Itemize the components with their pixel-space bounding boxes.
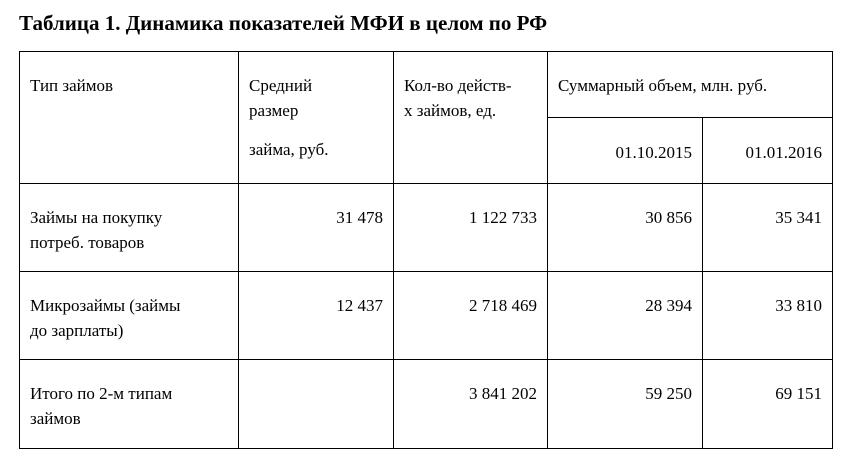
header-date-2: 01.01.2016	[702, 117, 833, 184]
volume-date-2-value: 69 151	[775, 384, 822, 403]
table-caption: Таблица 1. Динамика показателей МФИ в це…	[19, 11, 548, 35]
table-row-total: Итого по 2-м типам займов 3 841 202 59 2…	[19, 359, 833, 449]
loan-count-cell: 1 122 733	[393, 183, 548, 272]
header-date-1-label: 01.10.2015	[615, 143, 693, 162]
header-loan-type-label: Тип займов	[30, 76, 114, 95]
volume-date-1-value: 30 856	[645, 208, 692, 227]
loan-count-value: 2 718 469	[469, 296, 537, 315]
volume-date-1-cell: 30 856	[547, 183, 703, 272]
volume-date-1-cell: 28 394	[547, 271, 703, 360]
header-date-1: 01.10.2015	[547, 117, 703, 184]
volume-date-2-cell: 35 341	[702, 183, 833, 272]
loan-count-cell: 2 718 469	[393, 271, 548, 360]
loan-type-line2: потреб. товаров	[30, 233, 145, 252]
loan-type-cell: Займы на покупку потреб. товаров	[19, 183, 239, 272]
loan-type-cell: Микрозаймы (займы до зарплаты)	[19, 271, 239, 360]
average-size-value: 12 437	[336, 296, 383, 315]
average-size-cell	[238, 359, 394, 449]
volume-date-2-value: 33 810	[775, 296, 822, 315]
average-size-value: 31 478	[336, 208, 383, 227]
loan-count-value: 1 122 733	[469, 208, 537, 227]
table-row: Займы на покупку потреб. товаров 31 478 …	[19, 183, 833, 272]
table-row: Микрозаймы (займы до зарплаты) 12 437 2 …	[19, 271, 833, 360]
header-total-volume-label: Суммарный объем, млн. руб.	[558, 76, 768, 95]
loan-type-line1: Микрозаймы (займы	[30, 296, 181, 315]
loan-count-value: 3 841 202	[469, 384, 537, 403]
volume-date-1-value: 28 394	[645, 296, 692, 315]
volume-date-1-cell: 59 250	[547, 359, 703, 449]
loan-type-line2: займов	[30, 409, 81, 428]
loan-type-line1: Займы на покупку	[30, 208, 163, 227]
loan-type-line1: Итого по 2-м типам	[30, 384, 173, 403]
header-loan-count-line1: Кол-во действ-	[404, 76, 512, 95]
header-date-2-label: 01.01.2016	[745, 143, 823, 162]
average-size-cell: 12 437	[238, 271, 394, 360]
header-total-volume: Суммарный объем, млн. руб.	[547, 51, 833, 118]
header-loan-count-line2: х займов, ед.	[404, 101, 497, 120]
header-loan-count: Кол-во действ- х займов, ед.	[393, 51, 548, 184]
volume-date-2-cell: 33 810	[702, 271, 833, 360]
loan-type-line2: до зарплаты)	[30, 321, 124, 340]
volume-date-1-value: 59 250	[645, 384, 692, 403]
volume-date-2-cell: 69 151	[702, 359, 833, 449]
header-loan-type: Тип займов	[19, 51, 239, 184]
average-size-cell: 31 478	[238, 183, 394, 272]
header-average-size-line1: Средний	[249, 76, 313, 95]
header-row-dates: 01.10.2015 01.01.2016	[20, 117, 833, 184]
header-average-size: Средний размер займа, руб.	[238, 51, 394, 184]
header-row-top: Тип займов Средний размер займа, руб. Ко…	[19, 51, 833, 184]
header-average-size-line3: займа, руб.	[249, 140, 329, 159]
volume-date-2-value: 35 341	[775, 208, 822, 227]
header-average-size-line2: размер	[249, 101, 299, 120]
loan-type-cell: Итого по 2-м типам займов	[19, 359, 239, 449]
loan-count-cell: 3 841 202	[393, 359, 548, 449]
mfi-dynamics-table: Тип займов Средний размер займа, руб. Ко…	[19, 51, 833, 449]
